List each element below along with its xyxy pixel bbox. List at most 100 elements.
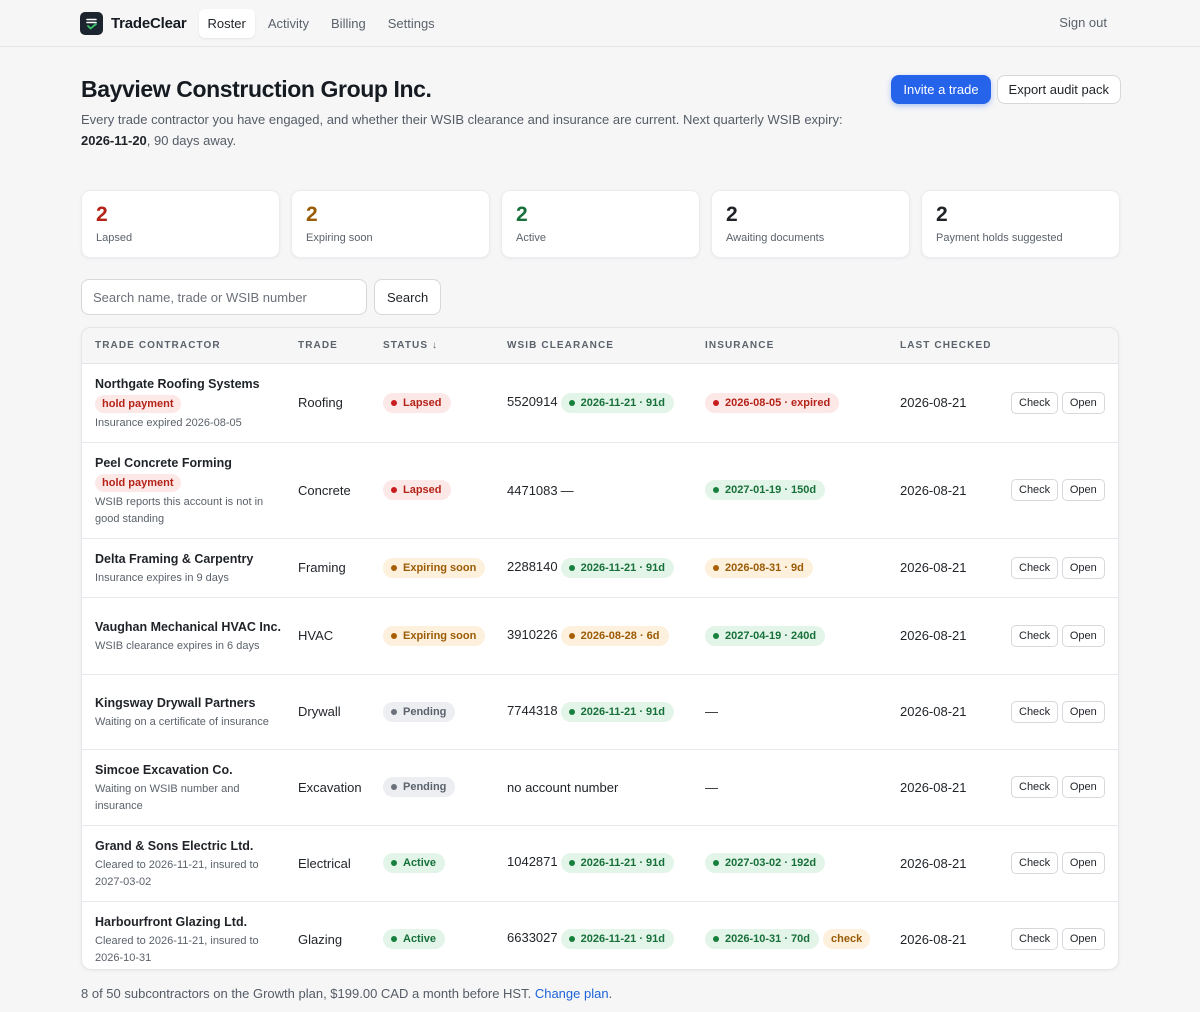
open-button[interactable]: Open [1061,556,1105,579]
plan-footer: 8 of 50 subcontractors on the Growth pla… [81,986,612,1001]
column-header-status[interactable]: Status ↓ [370,328,494,364]
nav-tab-activity[interactable]: Activity [267,15,310,31]
nav-tab-settings[interactable]: Settings [387,15,435,31]
row-actions: Check Open [998,597,1118,675]
contractor-name[interactable]: Harbourfront Glazing Ltd. [95,914,248,929]
search-button[interactable]: Search [374,279,442,315]
last-checked-cell: 2026-08-21 [887,674,998,750]
insurance-dot-icon [713,564,719,571]
stat-card-payment-holds[interactable]: 2 Payment holds suggested [921,190,1120,258]
open-button[interactable]: Open [1061,776,1105,798]
trade-cell: Framing [285,538,370,598]
roster-table: Trade contractor Trade Status ↓ WSIB cle… [81,327,1119,970]
contractor-name[interactable]: Kingsway Drywall Partners [95,695,256,710]
insurance-expiry-badge: 2027-01-19 · 150d [705,480,826,500]
status-dot-icon [391,860,397,866]
column-header-wsib[interactable]: WSIB clearance [494,328,692,364]
wsib-dot-icon [568,708,575,715]
export-audit-pack-button[interactable]: Export audit pack [996,75,1121,104]
wsib-cell: 4471083— [494,442,692,539]
open-button[interactable]: Open [1061,624,1105,647]
open-button[interactable]: Open [1061,479,1105,501]
insurance-dot-icon [713,936,719,942]
status-cell: Pending [370,749,494,826]
insurance-expiry-badge: 2027-04-19 · 240d [705,625,826,646]
table-row[interactable]: Harbourfront Glazing Ltd. Cleared to 202… [82,901,1118,969]
contractor-note: Waiting on WSIB number and insurance [95,782,240,812]
row-actions: Check Open [998,363,1118,443]
open-button[interactable]: Open [1061,700,1105,723]
status-cell: Active [370,901,494,969]
table-row[interactable]: Peel Concrete Forming hold payment WSIB … [82,442,1118,539]
stat-card-awaiting-documents[interactable]: 2 Awaiting documents [711,190,910,258]
column-header-last-checked[interactable]: Last checked [887,328,998,364]
stat-card-active[interactable]: 2 Active [501,190,700,258]
contractor-name[interactable]: Peel Concrete Forming [95,455,232,470]
wsib-number: 7744318 [507,702,558,718]
status-label: Pending [403,705,447,718]
sign-out-link[interactable]: Sign out [1059,15,1107,30]
table-row[interactable]: Vaughan Mechanical HVAC Inc. WSIB cleara… [82,597,1118,675]
change-plan-link[interactable]: Change plan [534,986,609,1001]
contractor-name[interactable]: Simcoe Excavation Co. [95,762,233,777]
check-button[interactable]: Check [1011,700,1059,723]
status-badge: Active [383,929,446,949]
contractor-name[interactable]: Vaughan Mechanical HVAC Inc. [95,619,281,634]
status-label: Active [403,857,437,869]
status-dot-icon [391,399,397,406]
open-button[interactable]: Open [1061,928,1105,950]
contractor-note: Insurance expired 2026-08-05 [95,416,242,429]
status-label: Pending [403,781,447,793]
column-header-contractor[interactable]: Trade contractor [82,328,285,364]
column-header-trade[interactable]: Trade [285,328,370,364]
wsib-number: 2288140 [507,558,558,574]
contractor-name[interactable]: Delta Framing & Carpentry [95,551,254,566]
open-button[interactable]: Open [1061,391,1105,414]
status-badge: Lapsed [383,480,451,500]
column-header-insurance[interactable]: Insurance [692,328,887,364]
contractor-name[interactable]: Grand & Sons Electric Ltd. [95,838,254,853]
table-row[interactable]: Northgate Roofing Systems hold payment I… [82,363,1118,443]
check-button[interactable]: Check [1011,556,1059,579]
insurance-expiry-badge: 2026-08-05 · expired [705,392,840,413]
check-button[interactable]: Check [1011,391,1059,414]
insurance-expiry-label: 2026-10-31 · 70d [725,933,810,945]
contractor-name[interactable]: Northgate Roofing Systems [95,376,260,391]
invite-trade-button[interactable]: Invite a trade [891,75,991,104]
check-button[interactable]: Check [1011,479,1059,501]
check-button[interactable]: Check [1011,776,1059,798]
check-button[interactable]: Check [1011,928,1059,950]
insurance-dot-icon [713,487,719,493]
table-row[interactable]: Simcoe Excavation Co. Waiting on WSIB nu… [82,749,1118,826]
stat-value: 2 [306,203,318,226]
status-dot-icon [391,708,397,715]
check-button[interactable]: Check [1011,852,1059,874]
stat-value: 2 [516,203,528,226]
insurance-expiry-badge: 2026-10-31 · 70d [705,929,819,949]
brand[interactable]: TradeClear [80,11,187,35]
insurance-cell: 2027-03-02 · 192d [692,825,887,902]
insurance-cell: 2027-04-19 · 240d [692,597,887,675]
table-row[interactable]: Grand & Sons Electric Ltd. Cleared to 20… [82,825,1118,902]
status-cell: Lapsed [370,442,494,539]
contractor-cell: Simcoe Excavation Co. Waiting on WSIB nu… [82,749,285,826]
trade-cell: Roofing [285,363,370,443]
table-row[interactable]: Delta Framing & Carpentry Insurance expi… [82,538,1118,598]
search-input[interactable] [81,279,367,315]
last-checked-cell: 2026-08-21 [887,597,998,675]
nav-tab-roster[interactable]: Roster [198,8,255,38]
insurance-expiry-label: 2027-04-19 · 240d [725,629,817,642]
last-checked-cell: 2026-08-21 [887,825,998,902]
insurance-cell: — [692,674,887,750]
contractor-cell: Northgate Roofing Systems hold payment I… [82,363,285,443]
table-header-row: Trade contractor Trade Status ↓ WSIB cle… [82,328,1118,364]
tradeclear-logo-icon [80,11,103,35]
table-row[interactable]: Kingsway Drywall Partners Waiting on a c… [82,674,1118,750]
open-button[interactable]: Open [1061,852,1105,874]
wsib-expiry-badge: 2026-08-28 · 6d [560,625,669,646]
search-bar: Search [81,279,442,315]
check-button[interactable]: Check [1011,624,1059,647]
stat-card-expiring-soon[interactable]: 2 Expiring soon [291,190,490,258]
nav-tab-billing[interactable]: Billing [331,15,366,31]
stat-card-lapsed[interactable]: 2 Lapsed [81,190,280,258]
